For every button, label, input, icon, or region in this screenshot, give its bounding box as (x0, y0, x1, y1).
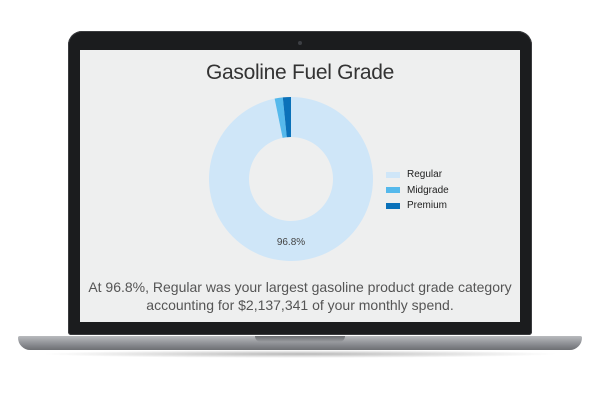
slice-regular (209, 97, 373, 261)
legend-label: Midgrade (407, 184, 449, 196)
laptop-shadow (40, 350, 560, 358)
legend-label: Regular (407, 169, 443, 181)
slice-premium (282, 97, 291, 138)
caption-line-2: accounting for $2,137,341 of your monthl… (146, 297, 454, 313)
caption-line-1: At 96.8%, Regular was your largest gasol… (88, 279, 512, 295)
summary-caption: At 96.8%, Regular was your largest gasol… (80, 278, 520, 314)
legend-item-premium: Premium (386, 198, 449, 214)
laptop-notch (255, 336, 345, 342)
data-label-regular: 96.8% (277, 237, 305, 248)
legend-item-regular: Regular (386, 167, 449, 183)
legend-label: Premium (407, 200, 448, 212)
slice-midgrade (274, 97, 287, 138)
legend-swatch (386, 202, 400, 209)
legend-item-midgrade: Midgrade (386, 183, 449, 199)
legend-swatch (386, 187, 400, 194)
donut-chart: 96.8% (209, 97, 373, 261)
chart-title: Gasoline Fuel Grade (205, 61, 395, 84)
laptop-screen: Gasoline Fuel Grade 96.8% Regular Midgrad… (80, 50, 520, 322)
camera-dot (298, 41, 302, 45)
chart-legend: Regular Midgrade Premium (386, 167, 449, 214)
laptop-base (18, 336, 582, 350)
legend-swatch (386, 171, 400, 178)
